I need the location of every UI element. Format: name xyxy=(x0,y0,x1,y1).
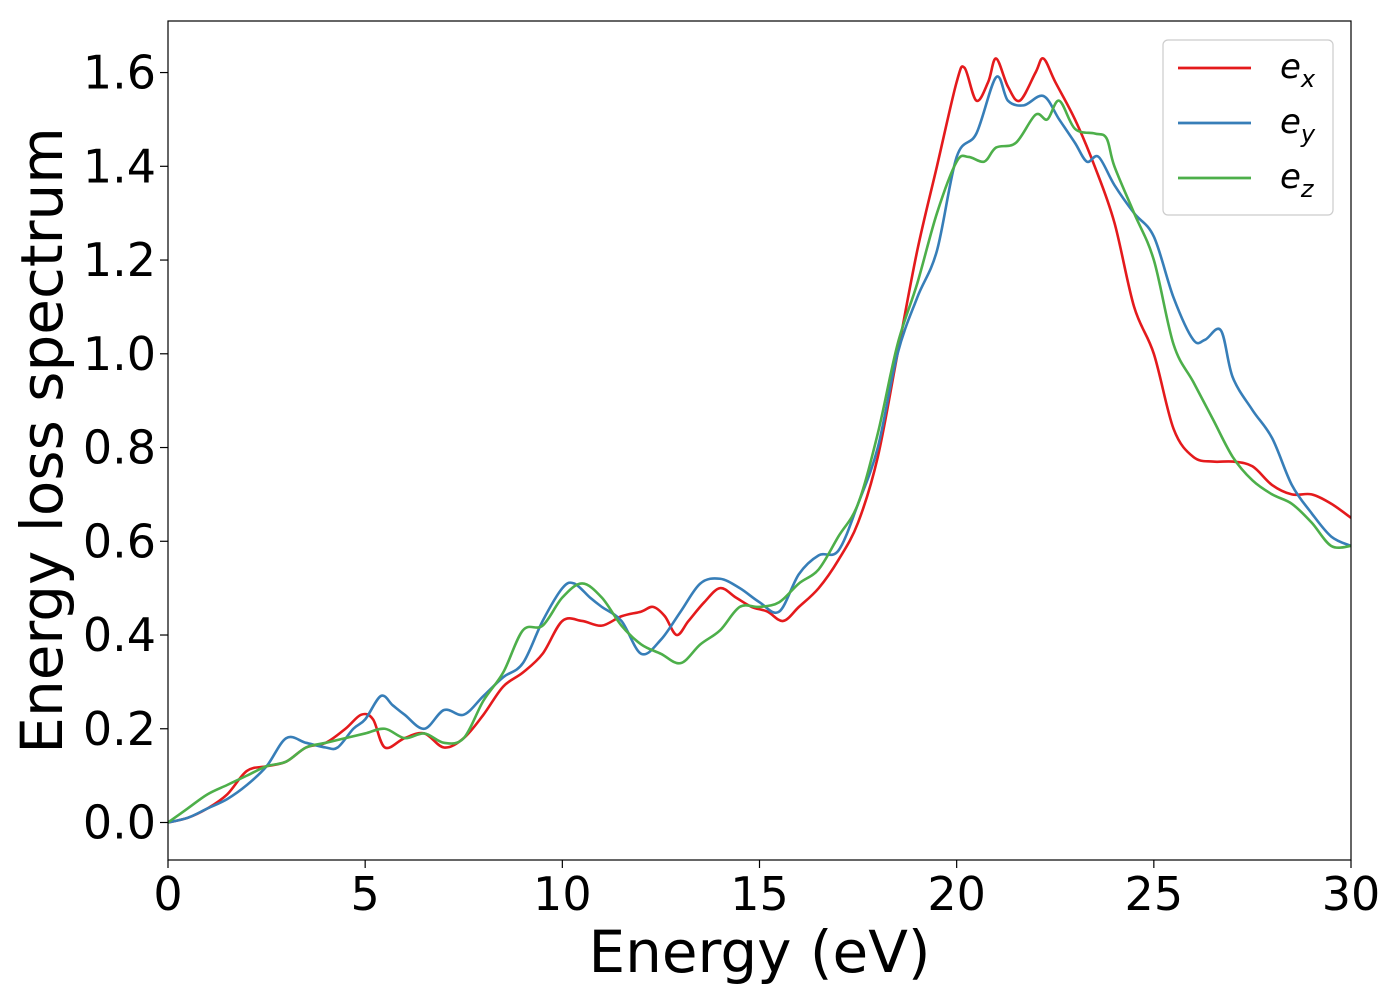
x-tick-label: 25 xyxy=(1125,867,1184,921)
legend-label-x: ex xyxy=(1280,47,1316,93)
legend-label-y: ey xyxy=(1280,102,1316,148)
y-tick-label: 0.4 xyxy=(83,608,156,662)
x-tick-label: 0 xyxy=(153,867,182,921)
y-tick-label: 1.6 xyxy=(83,46,156,100)
legend-box xyxy=(1162,39,1334,216)
legend-label-z: ez xyxy=(1280,157,1315,203)
series-lines xyxy=(168,57,1351,824)
x-tick-label: 20 xyxy=(927,867,986,921)
y-tick-label: 0.0 xyxy=(83,796,156,850)
y-tick-label: 0.8 xyxy=(83,421,156,475)
y-tick-label: 1.0 xyxy=(83,327,156,381)
y-tick-label: 0.2 xyxy=(83,702,156,756)
y-tick-label: 1.2 xyxy=(83,233,156,287)
x-axis-label: Energy (eV) xyxy=(588,918,930,986)
x-tick-label: 10 xyxy=(533,867,592,921)
x-tick-label: 15 xyxy=(730,867,789,921)
series-line-y xyxy=(168,75,1351,824)
y-axis-label: Energy loss spectrum xyxy=(8,127,76,753)
x-axis: 0 5 10 15 20 25 30 xyxy=(153,860,1380,921)
y-tick-label: 0.6 xyxy=(83,514,156,568)
y-tick-label: 1.4 xyxy=(83,139,156,193)
x-tick-label: 5 xyxy=(351,867,380,921)
legend: ex ey ez xyxy=(1162,39,1334,216)
y-axis: 0.0 0.2 0.4 0.6 0.8 1.0 1.2 1.4 1.6 xyxy=(83,46,168,850)
series-line-x xyxy=(168,57,1351,824)
series-line-z xyxy=(168,99,1351,824)
x-tick-label: 30 xyxy=(1322,867,1381,921)
